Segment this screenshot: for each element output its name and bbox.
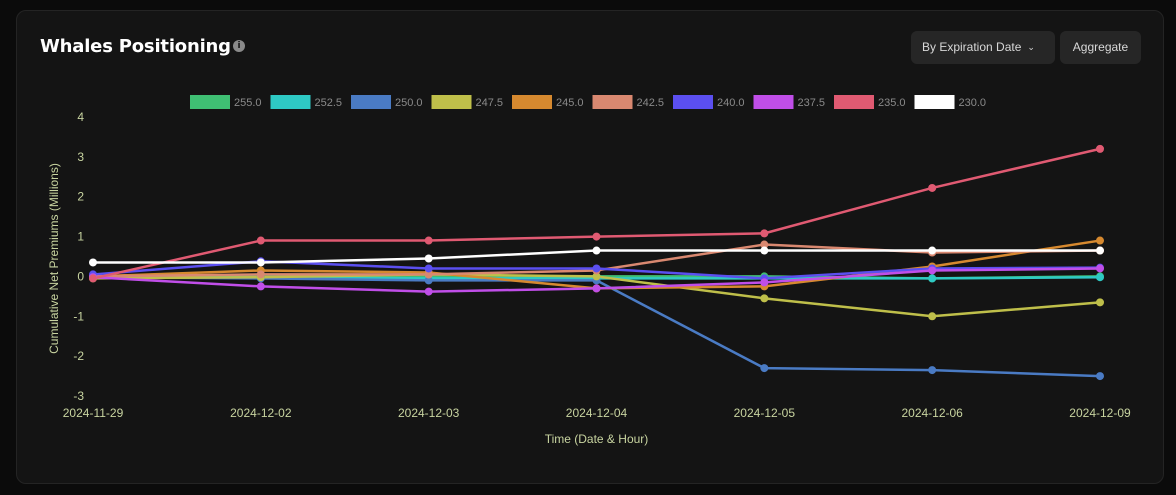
data-point-235.0[interactable] — [760, 229, 769, 238]
data-point-247.5[interactable] — [760, 294, 769, 303]
x-axis: 2024-11-29 2024-12-02 2024-12-03 2024-12-04… — [63, 406, 1131, 420]
x-axis-title: Time (Date & Hour) — [545, 432, 649, 446]
legend-item[interactable]: 250.0 — [351, 95, 423, 109]
y-tick-label: 0 — [77, 269, 84, 283]
legend-item[interactable]: 245.0 — [512, 95, 584, 109]
data-point-230.0[interactable] — [760, 246, 769, 255]
legend-item[interactable]: 237.5 — [753, 95, 826, 109]
x-tick-label: 2024-12-05 — [734, 406, 796, 420]
series-line-235.0 — [92, 147, 1101, 280]
legend-label: 252.5 — [315, 97, 343, 109]
data-point-250.0[interactable] — [928, 366, 937, 375]
x-tick-label: 2024-12-09 — [1069, 406, 1131, 420]
y-tick-label: -1 — [73, 309, 84, 323]
data-point-230.0[interactable] — [592, 246, 601, 255]
legend-label: 255.0 — [234, 97, 262, 109]
data-point-250.0[interactable] — [1096, 372, 1104, 381]
y-tick-label: -2 — [73, 349, 84, 363]
data-point-237.5[interactable] — [1096, 264, 1104, 273]
legend-item[interactable]: 240.0 — [673, 95, 745, 109]
data-point-235.0[interactable] — [424, 236, 433, 245]
data-point-247.5[interactable] — [928, 312, 937, 321]
expiry-button-label: By Expiration Date — [922, 40, 1022, 54]
chart-legend: 255.0 252.5 250.0 247.5 245.0 242.5 240.0 237.5… — [190, 95, 986, 109]
legend-item[interactable]: 247.5 — [431, 95, 504, 109]
series-points — [89, 144, 1104, 381]
data-point-247.5[interactable] — [592, 272, 601, 281]
data-point-242.5[interactable] — [760, 240, 769, 249]
data-point-240.0[interactable] — [424, 264, 433, 273]
legend-label: 237.5 — [798, 97, 826, 109]
data-point-237.5[interactable] — [928, 266, 937, 275]
data-point-252.5[interactable] — [928, 274, 937, 283]
data-point-240.0[interactable] — [592, 264, 601, 273]
data-point-237.5[interactable] — [256, 282, 265, 291]
series-lines — [92, 147, 1101, 378]
x-tick-label: 2024-12-06 — [901, 406, 963, 420]
legend-label: 235.0 — [878, 97, 906, 109]
data-point-242.5[interactable] — [424, 270, 433, 279]
legend-label: 240.0 — [717, 97, 745, 109]
legend-label: 245.0 — [556, 97, 584, 109]
legend-swatch — [673, 95, 713, 109]
legend-swatch — [270, 95, 311, 109]
legend-label: 247.5 — [476, 97, 504, 109]
legend-swatch — [753, 95, 794, 109]
chevron-down-icon: ⌄ — [1027, 42, 1035, 52]
legend-item[interactable]: 252.5 — [270, 95, 343, 109]
data-point-242.5[interactable] — [256, 270, 265, 279]
data-point-230.0[interactable] — [1096, 246, 1104, 255]
legend-swatch — [190, 95, 230, 109]
y-tick-label: 4 — [77, 110, 84, 124]
legend-swatch — [431, 95, 472, 109]
legend-swatch — [351, 95, 391, 109]
x-tick-label: 2024-12-04 — [566, 406, 628, 420]
data-point-235.0[interactable] — [256, 236, 265, 245]
y-axis: 4 3 2 1 0 -1 -2 -3 — [73, 110, 84, 403]
x-tick-label: 2024-12-03 — [398, 406, 460, 420]
legend-item[interactable]: 242.5 — [592, 95, 665, 109]
whales-positioning-card: Whales Positioning i By Expiration Date ⌄… — [16, 10, 1164, 484]
legend-item[interactable]: 230.0 — [914, 95, 987, 109]
y-tick-label: 2 — [77, 190, 84, 204]
data-point-237.5[interactable] — [592, 284, 601, 293]
data-point-230.0[interactable] — [89, 258, 97, 267]
aggregate-button[interactable]: Aggregate — [1060, 31, 1141, 64]
data-point-230.0[interactable] — [424, 254, 433, 263]
data-point-247.5[interactable] — [1096, 298, 1104, 307]
x-tick-label: 2024-12-02 — [230, 406, 292, 420]
legend-swatch — [914, 95, 955, 109]
data-point-235.0[interactable] — [592, 232, 601, 241]
data-point-230.0[interactable] — [928, 246, 937, 255]
data-point-250.0[interactable] — [424, 276, 433, 285]
data-point-235.0[interactable] — [928, 183, 937, 192]
legend-item[interactable]: 255.0 — [190, 95, 262, 109]
data-point-250.0[interactable] — [760, 364, 769, 373]
y-tick-label: 3 — [77, 150, 84, 164]
legend-label: 230.0 — [959, 97, 987, 109]
data-point-237.5[interactable] — [424, 287, 433, 296]
legend-swatch — [834, 95, 874, 109]
y-tick-label: -3 — [73, 389, 84, 403]
legend-swatch — [592, 95, 633, 109]
info-icon[interactable]: i — [233, 40, 245, 52]
data-point-230.0[interactable] — [256, 258, 265, 267]
data-point-235.0[interactable] — [89, 274, 97, 283]
legend-label: 242.5 — [637, 97, 665, 109]
legend-item[interactable]: 235.0 — [834, 95, 906, 109]
legend-swatch — [512, 95, 552, 109]
page-title: Whales Positioning — [40, 36, 231, 57]
by-expiration-date-dropdown[interactable]: By Expiration Date ⌄ — [911, 31, 1055, 64]
data-point-252.5[interactable] — [1096, 273, 1104, 282]
y-axis-title: Cumulative Net Premiums (Millions) — [47, 163, 61, 354]
legend-label: 250.0 — [395, 97, 423, 109]
y-tick-label: 1 — [77, 230, 84, 244]
data-point-245.0[interactable] — [1096, 236, 1104, 245]
x-tick-label: 2024-11-29 — [63, 406, 124, 420]
data-point-237.5[interactable] — [760, 278, 769, 287]
data-point-235.0[interactable] — [1096, 144, 1104, 153]
